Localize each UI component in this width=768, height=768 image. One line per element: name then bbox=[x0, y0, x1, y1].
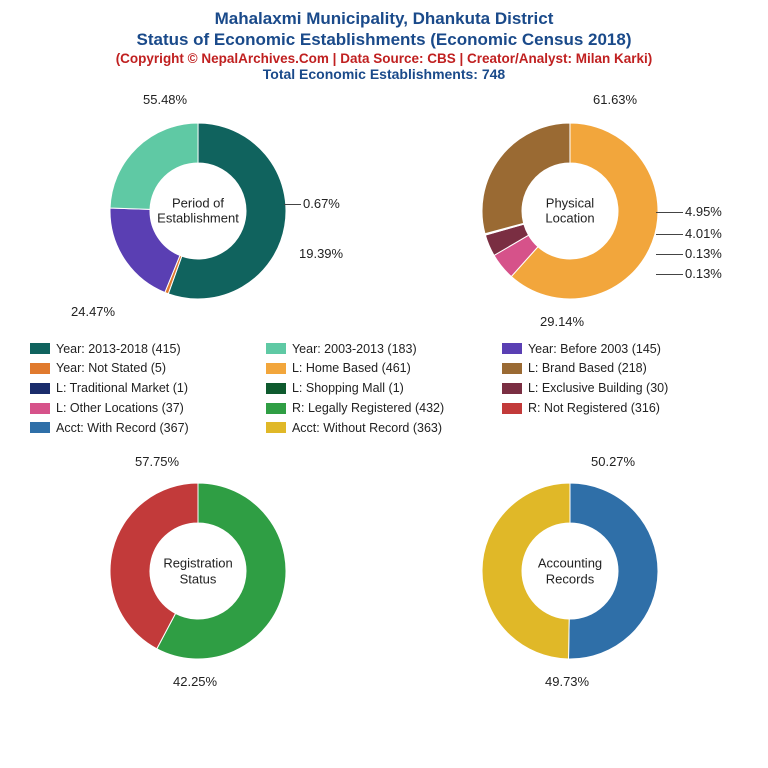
legend-label: Acct: Without Record (363) bbox=[292, 419, 442, 438]
legend-swatch bbox=[266, 403, 286, 414]
legend-label: L: Other Locations (37) bbox=[56, 399, 184, 418]
title-block: Mahalaxmi Municipality, Dhankuta Distric… bbox=[12, 8, 756, 82]
donut-value-label: 50.27% bbox=[591, 454, 635, 469]
legend-item: L: Exclusive Building (30) bbox=[502, 379, 738, 398]
donut-physical-location: Physical Location 61.63% 4.95% 4.01% 0.13% 0.… bbox=[395, 86, 745, 336]
legend-swatch bbox=[502, 403, 522, 414]
title-line-1: Mahalaxmi Municipality, Dhankuta Distric… bbox=[12, 8, 756, 29]
legend-label: L: Shopping Mall (1) bbox=[292, 379, 404, 398]
donut-center-label: Registration Status bbox=[148, 556, 248, 587]
donut-value-label: 19.39% bbox=[299, 246, 343, 261]
donut-value-label: 0.13% bbox=[685, 246, 722, 261]
donut-value-label: 61.63% bbox=[593, 92, 637, 107]
donut-value-label: 0.67% bbox=[303, 196, 340, 211]
legend-label: Acct: With Record (367) bbox=[56, 419, 189, 438]
legend-swatch bbox=[30, 363, 50, 374]
legend-swatch bbox=[266, 343, 286, 354]
donut-accounting-records: Accounting Records 50.27% 49.73% bbox=[395, 446, 745, 696]
legend-item: L: Other Locations (37) bbox=[30, 399, 266, 418]
legend-swatch bbox=[30, 343, 50, 354]
donut-registration-status: Registration Status 57.75% 42.25% bbox=[23, 446, 373, 696]
legend-item: R: Legally Registered (432) bbox=[266, 399, 502, 418]
legend-label: Year: 2013-2018 (415) bbox=[56, 340, 181, 359]
legend-item: L: Traditional Market (1) bbox=[30, 379, 266, 398]
legend-item: Year: 2013-2018 (415) bbox=[30, 340, 266, 359]
legend-label: L: Home Based (461) bbox=[292, 359, 411, 378]
legend-label: R: Legally Registered (432) bbox=[292, 399, 444, 418]
leader-line bbox=[656, 212, 683, 213]
legend-item: Year: Before 2003 (145) bbox=[502, 340, 738, 359]
donut-value-label: 42.25% bbox=[173, 674, 217, 689]
legend: Year: 2013-2018 (415) Year: 2003-2013 (18… bbox=[12, 336, 756, 441]
donut-value-label: 24.47% bbox=[71, 304, 115, 319]
legend-swatch bbox=[502, 343, 522, 354]
legend-item: L: Shopping Mall (1) bbox=[266, 379, 502, 398]
leader-line bbox=[656, 274, 683, 275]
donut-value-label: 0.13% bbox=[685, 266, 722, 281]
legend-swatch bbox=[502, 383, 522, 394]
legend-label: Year: Not Stated (5) bbox=[56, 359, 166, 378]
legend-item: Acct: Without Record (363) bbox=[266, 419, 502, 438]
legend-label: L: Traditional Market (1) bbox=[56, 379, 188, 398]
donut-value-label: 4.01% bbox=[685, 226, 722, 241]
donut-center-label: Accounting Records bbox=[520, 556, 620, 587]
legend-label: Year: Before 2003 (145) bbox=[528, 340, 661, 359]
legend-swatch bbox=[30, 383, 50, 394]
legend-item: Year: 2003-2013 (183) bbox=[266, 340, 502, 359]
donut-value-label: 49.73% bbox=[545, 674, 589, 689]
legend-item: L: Home Based (461) bbox=[266, 359, 502, 378]
donut-value-label: 55.48% bbox=[143, 92, 187, 107]
donut-value-label: 29.14% bbox=[540, 314, 584, 329]
donut-period-of-establishment: Period of Establishment 55.48% 0.67% 19.39%… bbox=[23, 86, 373, 336]
total-line: Total Economic Establishments: 748 bbox=[12, 66, 756, 82]
legend-label: L: Exclusive Building (30) bbox=[528, 379, 668, 398]
legend-swatch bbox=[266, 422, 286, 433]
legend-swatch bbox=[30, 403, 50, 414]
donut-center-label: Physical Location bbox=[520, 195, 620, 226]
legend-label: L: Brand Based (218) bbox=[528, 359, 647, 378]
legend-item: Year: Not Stated (5) bbox=[30, 359, 266, 378]
legend-item: R: Not Registered (316) bbox=[502, 399, 738, 418]
charts-row-top: Period of Establishment 55.48% 0.67% 19.39%… bbox=[12, 86, 756, 336]
legend-item: L: Brand Based (218) bbox=[502, 359, 738, 378]
donut-value-label: 4.95% bbox=[685, 204, 722, 219]
copyright-line: (Copyright © NepalArchives.Com | Data So… bbox=[12, 51, 756, 66]
leader-line bbox=[656, 234, 683, 235]
legend-item: Acct: With Record (367) bbox=[30, 419, 266, 438]
legend-swatch bbox=[502, 363, 522, 374]
legend-swatch bbox=[30, 422, 50, 433]
leader-line bbox=[284, 204, 301, 205]
charts-row-bottom: Registration Status 57.75% 42.25% Accounti… bbox=[12, 446, 756, 696]
legend-swatch bbox=[266, 383, 286, 394]
donut-value-label: 57.75% bbox=[135, 454, 179, 469]
leader-line bbox=[656, 254, 683, 255]
donut-center-label: Period of Establishment bbox=[148, 195, 248, 226]
title-line-2: Status of Economic Establishments (Econo… bbox=[12, 29, 756, 50]
legend-label: Year: 2003-2013 (183) bbox=[292, 340, 417, 359]
legend-label: R: Not Registered (316) bbox=[528, 399, 660, 418]
legend-swatch bbox=[266, 363, 286, 374]
